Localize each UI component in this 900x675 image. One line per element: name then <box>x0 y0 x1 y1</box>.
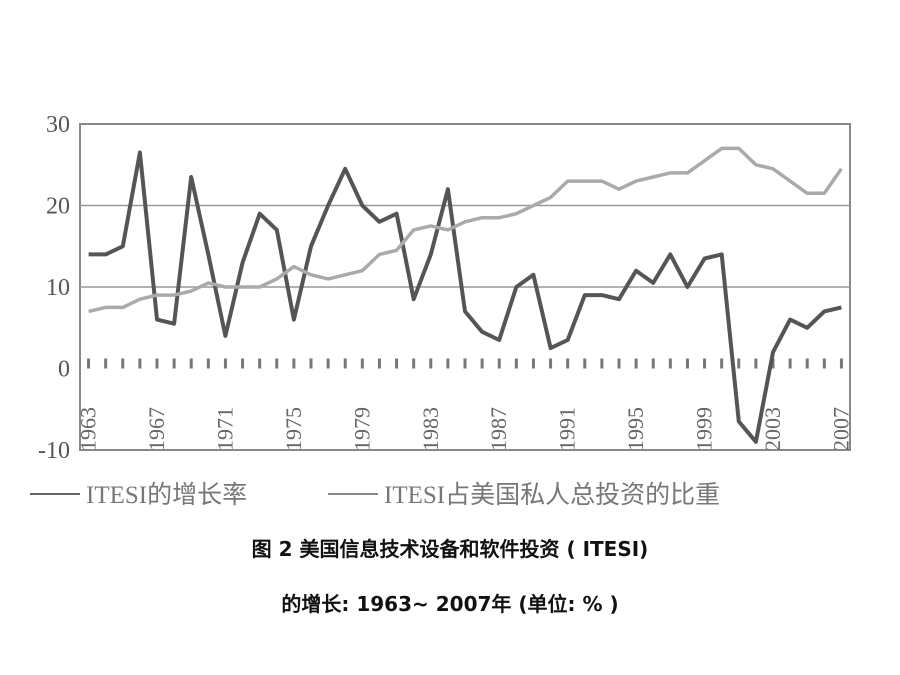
x-tick-label: 1963 <box>76 407 101 451</box>
y-tick-label: 30 <box>46 112 70 138</box>
series-line-growth-rate <box>88 150 842 444</box>
y-axis-ticks: 30 20 10 0 -10 <box>38 112 70 464</box>
y-tick-label: -10 <box>38 438 70 464</box>
x-tick-label: 1979 <box>349 407 374 451</box>
legend-label-growth: ITESI的增长率 <box>86 481 247 509</box>
x-axis-ticks: 1963 1967 1971 1975 1979 1983 1987 1991 1995 1999… <box>76 407 854 451</box>
figure-caption-line2: 的增长: 1963~ 2007年 (单位: % ) <box>281 592 619 616</box>
x-tick-label: 2003 <box>760 407 785 451</box>
x-tick-label: 1995 <box>623 407 648 451</box>
x-tick-label: 1967 <box>144 407 169 451</box>
series-line-investment-share <box>88 146 843 314</box>
y-tick-label: 20 <box>46 194 70 220</box>
zero-line-ticks <box>87 358 843 369</box>
series-layer <box>88 146 843 444</box>
x-tick-label: 1991 <box>555 407 580 451</box>
x-tick-label: 1983 <box>418 407 443 451</box>
legend: ITESI的增长率 ITESI占美国私人总投资的比重 <box>30 481 720 509</box>
x-tick-label: 2007 <box>828 407 853 451</box>
y-tick-label: 0 <box>58 357 70 383</box>
x-tick-label: 1999 <box>692 407 717 451</box>
x-tick-label: 1975 <box>281 407 306 451</box>
x-tick-label: 1971 <box>212 407 237 451</box>
figure-caption-line1: 图 2 美国信息技术设备和软件投资 ( ITESI) <box>251 537 649 561</box>
gridlines <box>80 204 850 288</box>
y-tick-label: 10 <box>46 275 70 301</box>
x-tick-label: 1987 <box>486 407 511 451</box>
legend-label-share: ITESI占美国私人总投资的比重 <box>384 481 720 509</box>
